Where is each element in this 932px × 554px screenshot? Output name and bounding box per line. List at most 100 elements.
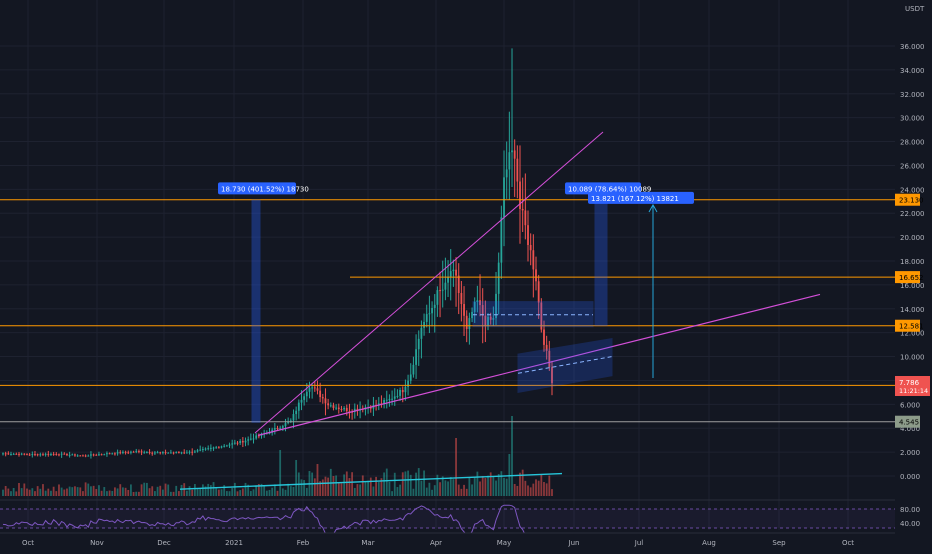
time-axis-bg — [0, 533, 895, 550]
candle-body — [332, 405, 335, 408]
candle-body — [132, 451, 135, 453]
candle-body — [273, 428, 276, 430]
last-price-value: 7.786 — [899, 379, 920, 387]
candle-body — [276, 428, 279, 430]
candle-body — [457, 275, 460, 293]
volume-bar — [425, 487, 428, 496]
candle-body — [247, 439, 250, 441]
volume-bar — [420, 480, 423, 496]
volume-bar — [460, 488, 463, 496]
candle-body — [12, 453, 15, 455]
volume-bar — [292, 486, 295, 496]
volume-bar — [151, 486, 154, 496]
candle-body — [292, 414, 295, 421]
volume-bar — [249, 491, 252, 496]
volume-bar — [332, 476, 335, 496]
candle-body — [300, 399, 303, 403]
volume-bar — [345, 471, 348, 496]
candle-body — [348, 411, 351, 413]
volume-bar — [436, 474, 439, 496]
candlesticks — [2, 48, 553, 459]
month-tick-label: Jun — [568, 539, 580, 547]
volume-bar — [343, 474, 346, 496]
candle-body — [191, 451, 194, 453]
candle-body — [492, 318, 495, 320]
volume-bar — [391, 491, 393, 496]
candle-body — [319, 390, 322, 398]
parallel-channel — [517, 338, 613, 393]
volume-bar — [465, 488, 468, 496]
candle-body — [324, 398, 327, 404]
volume-bar — [375, 476, 377, 496]
volume-bar — [479, 481, 481, 496]
volume-bar — [497, 474, 500, 496]
candle-body — [284, 423, 287, 427]
candle-body — [52, 453, 55, 455]
candle-body — [252, 438, 255, 440]
volume-bar — [18, 482, 20, 496]
volume-bar — [130, 484, 132, 496]
candle-body — [130, 451, 132, 453]
volume-bar — [172, 491, 175, 496]
level-price-tag-text: 16.652 — [899, 274, 924, 282]
candle-body — [79, 455, 82, 457]
candle-body — [90, 454, 92, 456]
candle-body — [106, 453, 108, 455]
volume-bar — [351, 472, 354, 496]
volume-bar — [353, 487, 356, 496]
price-tick-label: 32.000 — [900, 91, 925, 99]
candle-body — [74, 454, 76, 456]
volume-bars — [2, 416, 553, 496]
volume-bar — [412, 488, 415, 496]
volume-bar — [159, 485, 162, 496]
candle-body — [401, 389, 404, 393]
volume-bar — [439, 482, 441, 496]
level-price-tag-text: 12.581 — [899, 323, 924, 331]
volume-bar — [545, 483, 548, 496]
candle-body — [404, 386, 407, 393]
volume-bar — [383, 472, 385, 496]
candle-body — [31, 454, 34, 456]
volume-bar — [452, 479, 455, 496]
volume-bar — [385, 468, 388, 496]
volume-bar — [303, 480, 306, 496]
volume-bar — [154, 491, 156, 496]
volume-bar — [471, 484, 473, 496]
candle-body — [60, 453, 63, 455]
volume-bar — [191, 489, 194, 496]
candle-body — [391, 398, 393, 400]
candle-body — [489, 316, 492, 320]
volume-bar — [39, 488, 42, 496]
candle-body — [503, 177, 505, 218]
candle-body — [223, 445, 226, 447]
candle-body — [311, 387, 314, 389]
measure-label-box — [588, 191, 694, 204]
volume-bar — [268, 489, 271, 496]
volume-bar — [231, 487, 234, 496]
volume-bar — [505, 478, 508, 496]
candle-body — [231, 443, 234, 445]
candle-body — [303, 396, 306, 400]
candle-body — [95, 454, 98, 456]
volume-bar — [193, 484, 196, 496]
candle-body — [308, 387, 311, 392]
volume-bar — [388, 481, 391, 496]
candle-body — [82, 455, 84, 457]
candle-body — [44, 453, 47, 455]
volume-bar — [503, 477, 505, 496]
volume-bar — [71, 487, 74, 496]
volume-bar — [529, 487, 532, 496]
candle-body — [244, 440, 247, 443]
candle-body — [167, 452, 170, 454]
candle-body — [151, 452, 154, 454]
price-tick-label: 30.000 — [900, 115, 925, 123]
volume-bar — [156, 486, 159, 496]
volume-bar — [207, 483, 210, 496]
candle-body — [138, 451, 140, 453]
price-tick-label: 6.000 — [900, 401, 920, 409]
candle-body — [473, 302, 476, 312]
candle-body — [511, 150, 513, 153]
candle-body — [42, 454, 44, 456]
volume-bar — [236, 491, 239, 496]
